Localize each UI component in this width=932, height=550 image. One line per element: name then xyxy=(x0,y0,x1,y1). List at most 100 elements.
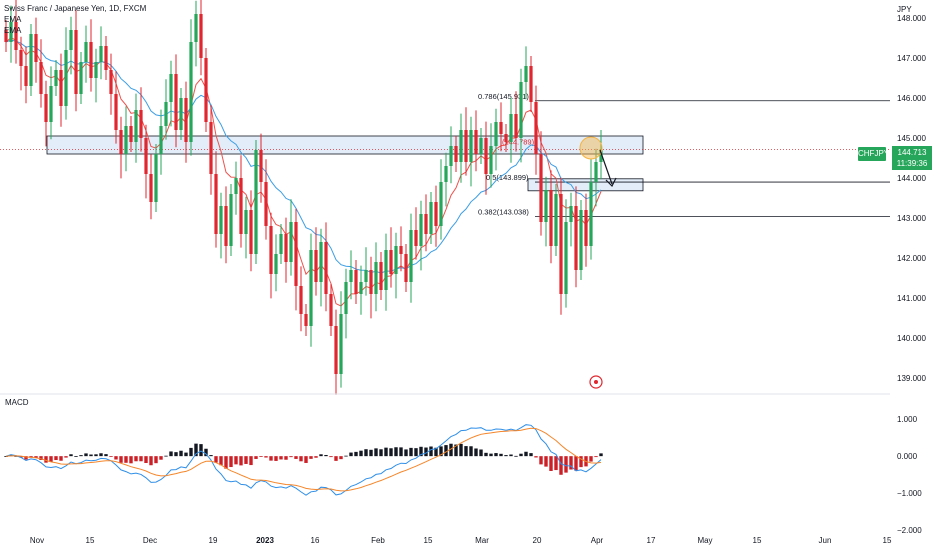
macd-bar xyxy=(554,456,558,471)
candle-body xyxy=(149,174,153,202)
macd-bar xyxy=(364,449,368,457)
candle xyxy=(229,184,233,256)
candle xyxy=(594,148,598,207)
event-marker-icon xyxy=(589,375,603,389)
macd-bar xyxy=(389,448,393,457)
time-axis[interactable]: Nov 15 Dec 19 2023 16 Feb 15 Mar 20 Apr 17 May 15 Jun 1… xyxy=(30,536,892,545)
macd-bar xyxy=(469,446,473,457)
macd-bar xyxy=(69,454,73,457)
candle xyxy=(304,304,308,336)
candle xyxy=(434,185,438,247)
candle xyxy=(199,0,203,76)
macd-bar xyxy=(534,456,538,458)
macd-bar xyxy=(414,448,418,457)
macd-bar xyxy=(429,446,433,457)
price-axis[interactable]: JPY 139.000 140.000 141.000 142.000 143.000 14… xyxy=(897,5,926,383)
candle-body xyxy=(464,130,468,162)
candle-body xyxy=(114,94,118,130)
macd-tick-label: −1.000 xyxy=(897,489,922,498)
macd-bar xyxy=(94,454,98,457)
candle-body xyxy=(509,114,513,142)
macd-bar xyxy=(244,456,248,464)
candle-body xyxy=(494,122,498,146)
candle xyxy=(579,200,583,280)
candle-body xyxy=(559,194,563,294)
candle xyxy=(244,196,248,259)
macd-bar xyxy=(454,444,458,457)
candle xyxy=(4,20,8,52)
candle-body xyxy=(279,234,283,254)
macd-bar xyxy=(574,456,578,471)
candle-body xyxy=(539,154,543,222)
macd-bar xyxy=(589,456,593,462)
candle-body xyxy=(54,70,58,86)
macd-bar xyxy=(294,456,298,459)
macd-bar xyxy=(59,456,63,461)
candle-body xyxy=(599,149,603,162)
candle-body xyxy=(314,250,318,282)
macd-bar xyxy=(289,456,293,458)
candle-body xyxy=(259,150,263,182)
candle xyxy=(494,108,498,171)
candle xyxy=(19,36,23,91)
fib-label: 0.5(143.899) xyxy=(486,173,529,182)
candle xyxy=(449,126,453,184)
candle xyxy=(79,52,83,104)
macd-bar xyxy=(129,456,133,464)
candle xyxy=(144,124,148,199)
macd-bar xyxy=(524,451,528,457)
annotations xyxy=(579,136,617,389)
macd-bar xyxy=(39,456,43,460)
candle-body xyxy=(49,86,53,122)
time-tick-label: Feb xyxy=(371,536,385,545)
candle-body xyxy=(69,30,73,50)
candle-body xyxy=(144,138,148,174)
macd-bar xyxy=(134,456,138,462)
candlesticks xyxy=(4,0,603,395)
macd-bar xyxy=(299,456,303,462)
candle xyxy=(269,212,273,299)
candle-body xyxy=(409,230,413,282)
candle-body xyxy=(424,214,428,234)
candle-body xyxy=(289,222,293,262)
candle-body xyxy=(574,206,578,270)
candle xyxy=(529,56,533,112)
macd-bar xyxy=(269,456,273,461)
candle xyxy=(89,19,93,92)
highlight-circle xyxy=(579,136,603,160)
macd-bar xyxy=(234,456,238,465)
candle-body xyxy=(379,262,383,290)
macd-bar xyxy=(164,455,168,457)
macd-bar xyxy=(4,456,8,457)
macd-bar xyxy=(194,443,198,457)
candle xyxy=(549,170,553,264)
macd-bar xyxy=(99,453,103,457)
price-pane[interactable]: 0.786(145.931) 0.5(143.899) 0.382(143.038)… xyxy=(0,0,926,395)
candle xyxy=(364,247,368,296)
macd-bar xyxy=(594,456,598,458)
candle xyxy=(204,48,208,132)
candle xyxy=(339,291,343,388)
time-tick-label: 20 xyxy=(533,536,542,545)
candle-body xyxy=(309,250,313,326)
candle xyxy=(514,91,518,152)
macd-bar xyxy=(599,453,603,457)
ema-slow-label: EMA xyxy=(4,26,22,35)
candle xyxy=(224,186,228,264)
macd-bar xyxy=(374,448,378,457)
price-tick-label: 139.000 xyxy=(897,374,926,383)
candle-body xyxy=(264,182,268,226)
candle xyxy=(554,184,558,256)
candle xyxy=(119,116,123,179)
macd-bar xyxy=(339,456,343,460)
candle-body xyxy=(74,30,78,94)
candle-body xyxy=(414,230,418,246)
macd-bar xyxy=(334,456,338,461)
candle-body xyxy=(14,22,18,50)
macd-bar xyxy=(349,452,353,457)
macd-bar xyxy=(499,453,503,457)
time-tick-label: May xyxy=(697,536,712,545)
macd-bar xyxy=(224,456,228,469)
macd-bar xyxy=(139,456,143,462)
